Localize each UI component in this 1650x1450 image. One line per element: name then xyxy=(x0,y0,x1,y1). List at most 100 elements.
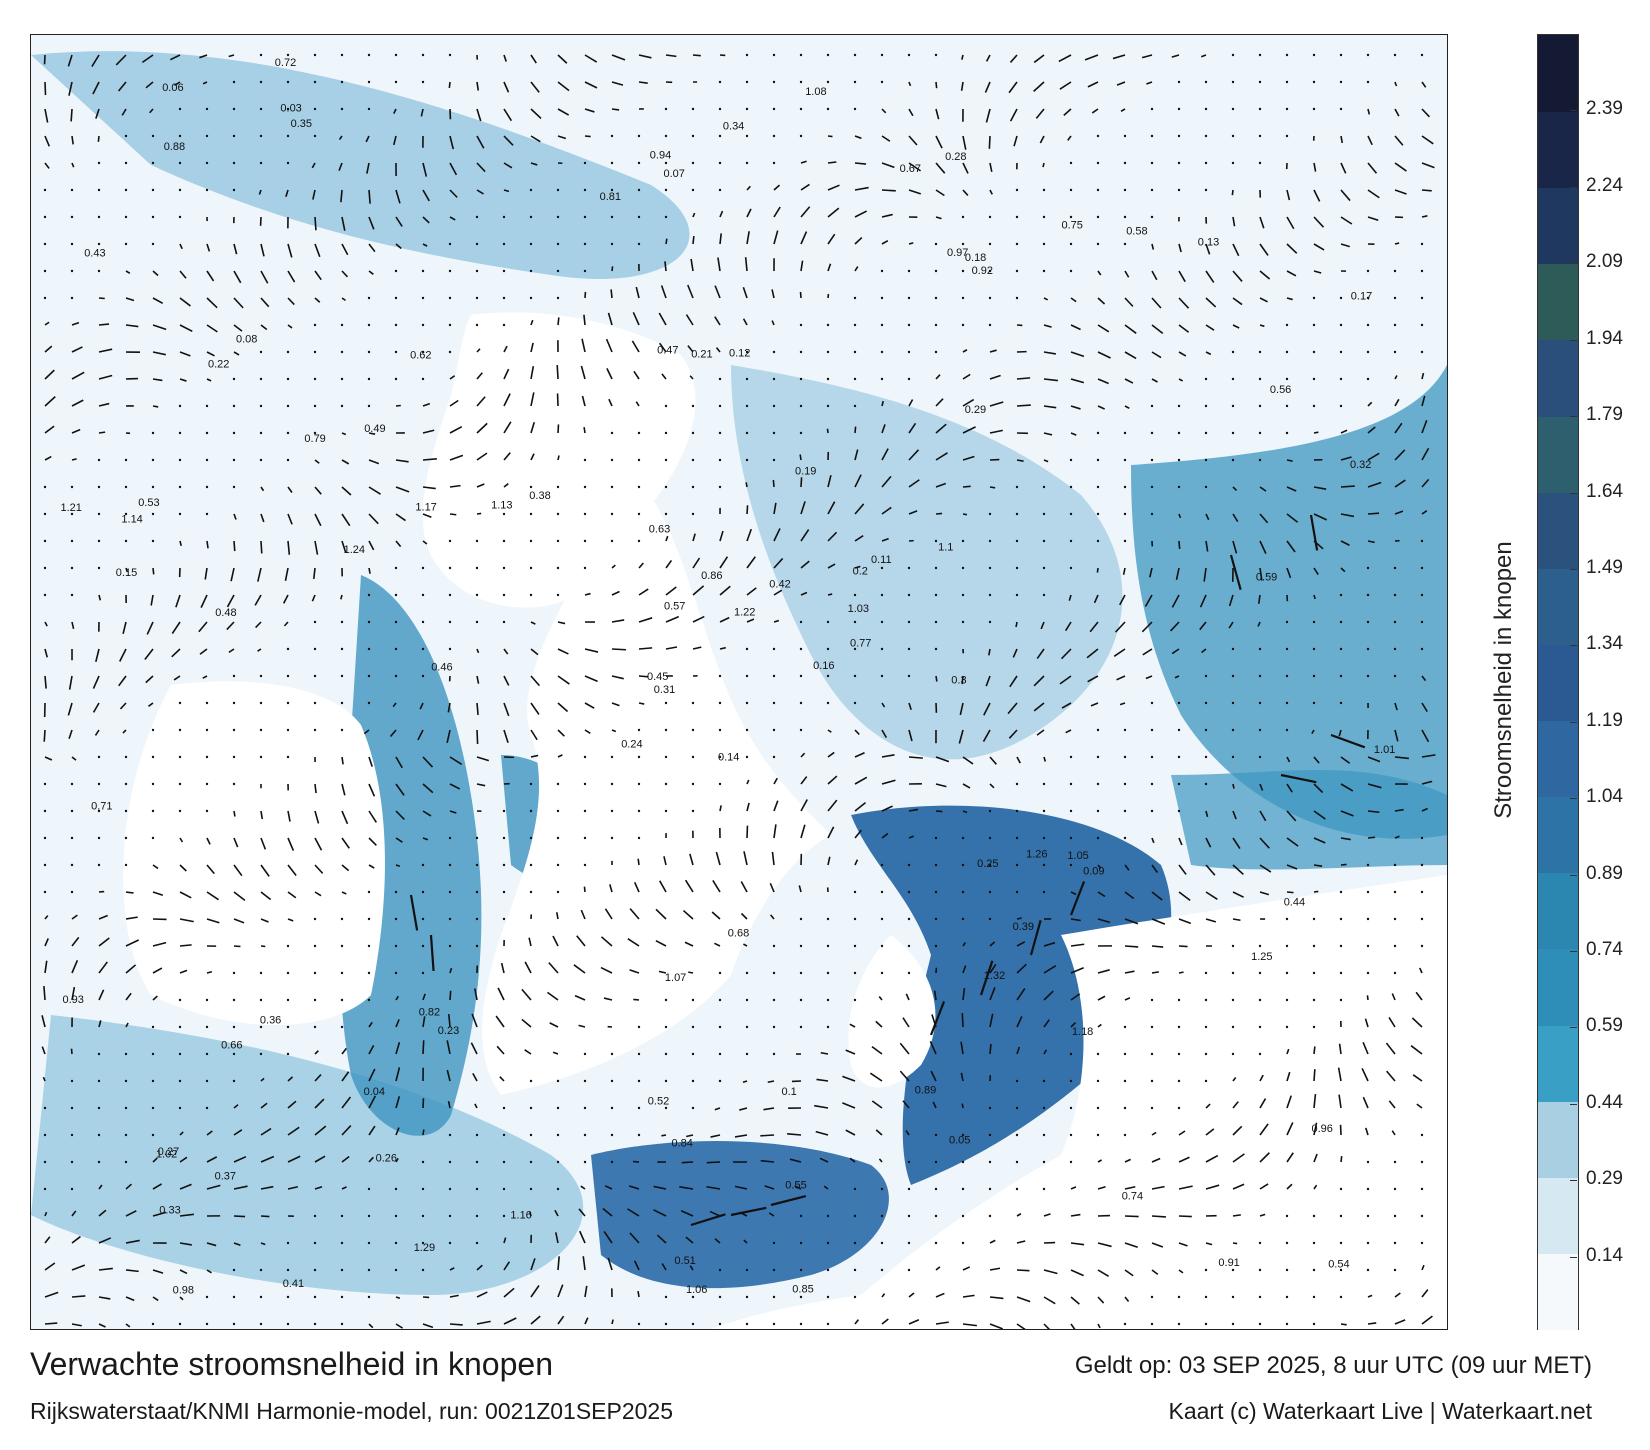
current-arrow xyxy=(1421,807,1428,812)
current-arrow xyxy=(1339,674,1343,678)
current-arrow xyxy=(421,296,425,300)
current-arrow xyxy=(71,621,75,629)
current-arrow xyxy=(581,338,586,353)
current-arrow xyxy=(1096,188,1100,192)
current-arrow xyxy=(1142,648,1153,656)
current-arrow xyxy=(878,995,883,1001)
colorbar-tick-label: 1.64 xyxy=(1586,480,1623,502)
current-arrow xyxy=(799,620,803,624)
colorbar-tick-label: 1.19 xyxy=(1586,709,1623,731)
colorbar-tick-label: 0.74 xyxy=(1586,939,1623,960)
current-arrow xyxy=(1016,1323,1026,1329)
current-arrow xyxy=(260,1185,274,1190)
current-arrow xyxy=(718,1052,722,1056)
current-arrow xyxy=(368,216,375,230)
current-arrow xyxy=(97,458,101,462)
current-arrow xyxy=(1258,1025,1262,1029)
speed-label: 0.44 xyxy=(1284,897,1305,909)
current-arrow xyxy=(1339,350,1343,354)
current-arrow xyxy=(1070,432,1077,436)
current-arrow xyxy=(314,783,317,794)
current-arrow xyxy=(178,431,182,435)
current-arrow xyxy=(773,528,781,542)
current-arrow xyxy=(368,459,380,465)
current-arrow xyxy=(1312,296,1316,300)
current-arrow xyxy=(530,366,535,380)
current-arrow xyxy=(1042,242,1046,246)
current-arrow xyxy=(205,512,209,516)
current-arrow xyxy=(198,621,208,633)
current-arrow xyxy=(880,647,884,651)
speed-label: 0.51 xyxy=(674,1255,695,1267)
current-arrow xyxy=(421,1268,425,1272)
colorbar-tick-mark xyxy=(1570,416,1577,418)
current-arrow xyxy=(1339,53,1343,57)
current-arrow xyxy=(205,161,209,165)
speed-label: 0.82 xyxy=(419,1007,440,1019)
current-arrow xyxy=(1205,351,1212,356)
current-arrow xyxy=(631,340,640,353)
current-arrow xyxy=(228,54,235,58)
current-arrow xyxy=(524,961,532,974)
current-arrow xyxy=(1177,404,1181,408)
current-arrow xyxy=(880,593,884,597)
current-arrow xyxy=(1258,107,1262,111)
current-arrow xyxy=(1150,701,1154,705)
current-arrow xyxy=(421,1241,425,1245)
current-arrow xyxy=(70,593,74,597)
current-arrow xyxy=(70,1106,74,1110)
current-arrow xyxy=(556,269,560,273)
current-arrow xyxy=(881,753,895,758)
current-arrow xyxy=(1340,837,1351,841)
current-arrow xyxy=(287,1076,294,1082)
current-arrow xyxy=(1016,1046,1021,1055)
current-arrow xyxy=(233,1129,243,1136)
current-arrow xyxy=(179,1131,184,1136)
current-arrow xyxy=(502,242,506,246)
current-arrow xyxy=(1205,1128,1215,1136)
current-arrow xyxy=(826,647,830,651)
current-arrow xyxy=(529,1133,533,1137)
speed-label: 0.18 xyxy=(965,252,986,264)
current-arrow xyxy=(556,215,560,219)
current-arrow xyxy=(985,54,991,62)
current-arrow xyxy=(799,80,803,84)
current-arrow xyxy=(476,675,480,684)
current-arrow xyxy=(1177,1295,1181,1299)
current-arrow xyxy=(475,1133,479,1137)
current-arrow xyxy=(206,891,219,901)
current-arrow xyxy=(1146,81,1153,85)
current-arrow xyxy=(43,512,47,516)
current-arrow xyxy=(448,917,452,921)
current-arrow xyxy=(610,188,614,192)
current-arrow xyxy=(420,108,424,117)
current-arrow xyxy=(1340,135,1344,144)
current-arrow xyxy=(1150,1025,1154,1029)
current-arrow xyxy=(1096,1052,1100,1056)
speed-label: 0.52 xyxy=(648,1096,669,1108)
current-arrow xyxy=(259,1052,263,1056)
current-arrow xyxy=(934,539,938,543)
current-arrow xyxy=(935,783,947,788)
current-arrow xyxy=(471,1013,478,1028)
current-arrow xyxy=(935,810,943,813)
current-arrow xyxy=(714,942,721,947)
current-arrow xyxy=(583,161,587,165)
current-arrow xyxy=(1232,324,1240,329)
current-arrow xyxy=(1200,54,1207,58)
current-arrow xyxy=(610,161,614,165)
current-arrow xyxy=(1391,993,1396,1001)
current-arrow xyxy=(1097,405,1105,410)
current-arrow xyxy=(629,969,640,974)
current-arrow xyxy=(854,186,869,191)
current-arrow xyxy=(1388,1100,1396,1109)
speed-label: 0.39 xyxy=(1013,921,1034,933)
current-arrow xyxy=(146,621,154,635)
current-arrow xyxy=(365,135,370,143)
current-arrow xyxy=(448,296,452,300)
current-arrow xyxy=(206,864,215,875)
current-arrow xyxy=(92,81,100,95)
current-arrow xyxy=(853,620,857,624)
current-arrow xyxy=(179,1296,184,1301)
current-arrow xyxy=(232,1322,236,1326)
